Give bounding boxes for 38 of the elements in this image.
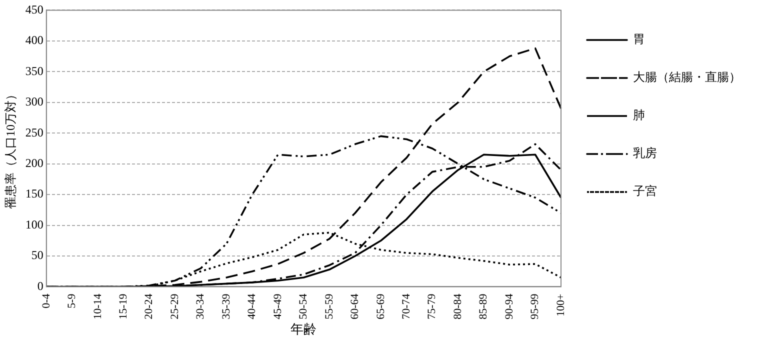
x-axis-title: 年齢 bbox=[290, 322, 317, 337]
x-tick-label: 75-79 bbox=[426, 293, 438, 320]
y-tick-label: 400 bbox=[25, 33, 44, 48]
y-tick-label: 450 bbox=[25, 2, 44, 16]
y-tick-label: 200 bbox=[25, 156, 44, 170]
x-tick-label: 95-99 bbox=[529, 293, 542, 320]
x-tick-label: 5-9 bbox=[66, 293, 78, 308]
x-tick-label: 70-74 bbox=[400, 293, 413, 320]
x-tick-label: 50-54 bbox=[298, 293, 310, 320]
y-tick-label: 0 bbox=[37, 278, 44, 293]
x-tick-label: 90-94 bbox=[503, 293, 516, 320]
y-axis-title: 罹患率（人口10万対） bbox=[3, 88, 18, 210]
y-tick-label: 150 bbox=[25, 186, 44, 201]
legend-label: 肺 bbox=[633, 108, 645, 122]
x-tick-label: 40-44 bbox=[246, 293, 258, 320]
x-tick-label: 0-4 bbox=[40, 293, 52, 308]
legend-label: 子宮 bbox=[633, 184, 657, 198]
y-tick-label: 300 bbox=[25, 94, 44, 109]
legend-label: 胃 bbox=[633, 32, 645, 46]
x-tick-label: 45-49 bbox=[272, 293, 284, 320]
x-tick-label: 30-34 bbox=[194, 293, 207, 320]
x-tick-label: 60-64 bbox=[349, 293, 362, 320]
x-tick-label: 100+ bbox=[554, 294, 567, 316]
x-tick-label: 15-19 bbox=[117, 293, 130, 320]
y-tick-label: 250 bbox=[25, 125, 44, 140]
x-tick-label: 25-29 bbox=[168, 293, 181, 320]
y-tick-label: 50 bbox=[31, 248, 44, 262]
legend-label: 大腸（結腸・直腸） bbox=[633, 70, 741, 84]
x-tick-label: 35-39 bbox=[220, 293, 232, 320]
legend-label: 乳房 bbox=[633, 146, 657, 160]
x-tick-label: 20-24 bbox=[143, 293, 156, 320]
x-tick-label: 65-69 bbox=[374, 293, 387, 320]
x-tick-label: 10-14 bbox=[92, 293, 104, 320]
y-tick-label: 350 bbox=[25, 64, 44, 78]
x-tick-label: 55-59 bbox=[323, 293, 336, 320]
x-tick-label: 80-84 bbox=[452, 293, 464, 320]
x-tick-label: 85-89 bbox=[478, 293, 490, 320]
y-tick-label: 100 bbox=[25, 217, 44, 232]
